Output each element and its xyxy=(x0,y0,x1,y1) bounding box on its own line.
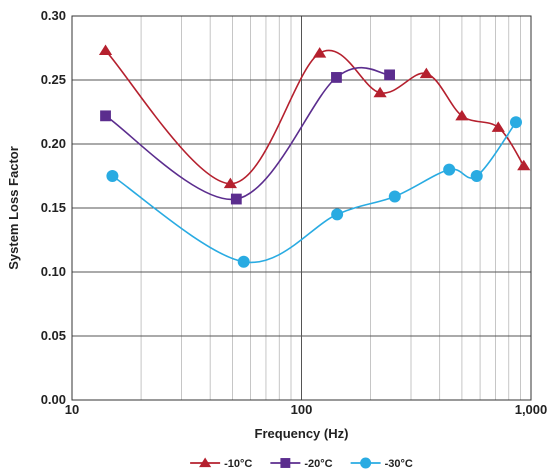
x-axis-title: Frequency (Hz) xyxy=(255,426,349,441)
y-tick-label: 0.25 xyxy=(41,72,66,87)
legend-label: -20°C xyxy=(304,458,332,470)
x-tick-labels: 10 100 1,000 xyxy=(65,402,548,417)
x-tick-label: 10 xyxy=(65,402,79,417)
data-point xyxy=(106,170,119,182)
y-tick-label: 0.10 xyxy=(41,264,66,279)
legend-item: -30°C xyxy=(350,457,413,470)
data-point xyxy=(384,69,395,81)
legend-item: -20°C xyxy=(270,458,333,470)
y-axis-title: System Loss Factor xyxy=(6,146,21,270)
data-point xyxy=(223,177,237,189)
legend-label: -10°C xyxy=(224,458,252,470)
y-tick-label: 0.30 xyxy=(41,8,66,23)
y-tick-label: 0.15 xyxy=(41,200,66,215)
data-point xyxy=(373,86,387,98)
series-line xyxy=(104,49,525,185)
plot-frame xyxy=(71,15,532,401)
legend: -10°C -20°C -30°C xyxy=(190,457,413,470)
x-tick-label: 100 xyxy=(291,402,313,417)
data-point xyxy=(100,110,111,122)
data-point xyxy=(388,190,401,203)
data-point xyxy=(98,44,113,56)
series-1 xyxy=(100,66,395,205)
legend-item: -10°C xyxy=(190,457,252,470)
data-point xyxy=(491,121,505,132)
data-point xyxy=(455,109,469,121)
legend-label: -30°C xyxy=(385,458,413,470)
data-point xyxy=(230,193,242,205)
data-point xyxy=(470,170,483,182)
data-point xyxy=(509,116,522,129)
y-tick-label: 0.05 xyxy=(41,328,66,343)
series-0 xyxy=(98,44,531,189)
y-tick-labels: 0.00 0.05 0.10 0.15 0.20 0.25 0.30 xyxy=(41,8,66,407)
series-2 xyxy=(106,116,522,268)
legend-marker xyxy=(199,457,212,468)
legend-marker xyxy=(280,458,291,468)
grid-layer xyxy=(72,16,531,400)
legend-marker xyxy=(360,457,372,469)
x-tick-label: 1,000 xyxy=(515,402,548,417)
data-point xyxy=(443,163,456,176)
data-point xyxy=(331,208,344,221)
series-line xyxy=(105,66,390,200)
data-point xyxy=(313,47,327,58)
data-point xyxy=(419,67,433,79)
data-point xyxy=(237,255,250,268)
y-tick-label: 0.00 xyxy=(41,392,66,407)
data-point xyxy=(331,72,342,83)
data-point xyxy=(517,159,531,171)
series-layer xyxy=(98,44,531,268)
y-tick-label: 0.20 xyxy=(41,136,66,151)
